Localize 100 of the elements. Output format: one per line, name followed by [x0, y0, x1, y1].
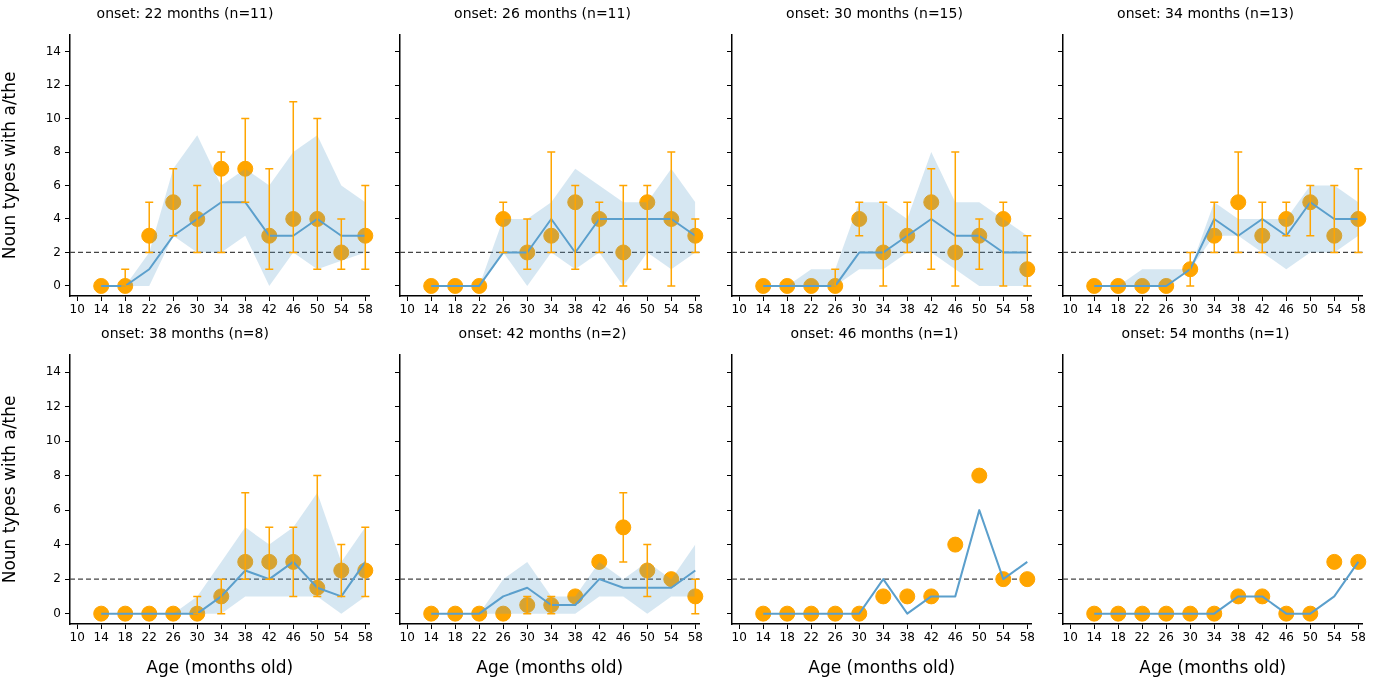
x-tick-label: 30 [519, 630, 535, 645]
x-tick-label: 54 [1326, 630, 1342, 645]
x-axis-title: Age (months old) [146, 657, 294, 678]
chart-title: onset: 26 months (n=11) [454, 5, 631, 22]
x-tick-label: 30 [1182, 630, 1198, 645]
x-tick-label: 22 [803, 302, 819, 317]
y-tick-label: 14 [45, 43, 61, 58]
x-tick-label: 58 [687, 630, 703, 645]
x-tick-label: 38 [567, 302, 583, 317]
x-tick-label: 58 [1019, 630, 1035, 645]
x-tick-label: 18 [779, 302, 795, 317]
x-axis-title: Age (months old) [1139, 657, 1287, 678]
x-tick-label: 10 [731, 302, 747, 317]
x-tick-label: 42 [591, 302, 607, 317]
y-tick-label: 4 [53, 211, 61, 226]
x-tick-label: 22 [471, 302, 487, 317]
x-tick-label: 34 [875, 302, 891, 317]
x-tick-label: 54 [1326, 302, 1342, 317]
x-tick-label: 10 [69, 630, 85, 645]
x-tick-label: 58 [1019, 302, 1035, 317]
x-tick-label: 54 [663, 302, 679, 317]
x-tick-label: 46 [615, 302, 631, 317]
x-tick-label: 42 [261, 302, 277, 317]
x-tick-label: 50 [639, 630, 655, 645]
chart-title: onset: 22 months (n=11) [96, 5, 274, 22]
chart-title: onset: 38 months (n=8) [101, 325, 269, 342]
x-tick-label: 14 [93, 630, 109, 645]
x-tick-label: 46 [285, 630, 301, 645]
x-tick-label: 50 [1302, 302, 1318, 317]
x-tick-label: 26 [1158, 302, 1174, 317]
x-tick-label: 18 [1110, 630, 1126, 645]
x-tick-label: 38 [567, 630, 583, 645]
x-tick-label: 30 [519, 302, 535, 317]
x-tick-label: 30 [1182, 302, 1198, 317]
x-tick-label: 22 [1134, 302, 1150, 317]
x-tick-label: 38 [899, 302, 915, 317]
x-tick-label: 46 [947, 302, 963, 317]
x-tick-label: 14 [423, 302, 439, 317]
x-tick-label: 42 [923, 630, 939, 645]
chart-title: onset: 46 months (n=1) [790, 325, 958, 342]
x-tick-label: 14 [1086, 630, 1102, 645]
x-tick-label: 38 [1230, 630, 1246, 645]
x-tick-label: 30 [189, 630, 205, 645]
y-tick-label: 6 [53, 502, 61, 517]
x-tick-label: 54 [663, 630, 679, 645]
y-tick-label: 4 [53, 536, 61, 551]
y-tick-label: 2 [53, 244, 61, 259]
x-tick-label: 14 [1086, 302, 1102, 317]
x-tick-label: 22 [803, 630, 819, 645]
x-tick-label: 14 [93, 302, 109, 317]
y-tick-label: 0 [53, 605, 61, 620]
x-tick-label: 18 [779, 630, 795, 645]
x-tick-label: 26 [1158, 630, 1174, 645]
x-tick-label: 18 [117, 302, 133, 317]
y-axis-title: Noun types with a/the [0, 71, 19, 260]
chart-title: onset: 54 months (n=1) [1121, 325, 1290, 342]
x-tick-label: 10 [1062, 630, 1078, 645]
x-tick-label: 58 [687, 302, 703, 317]
x-tick-label: 38 [899, 630, 915, 645]
x-tick-label: 10 [399, 630, 415, 645]
x-tick-label: 46 [615, 630, 631, 645]
x-tick-label: 30 [851, 302, 867, 317]
x-tick-label: 34 [875, 630, 891, 645]
y-tick-label: 10 [45, 110, 61, 125]
x-tick-label: 18 [447, 302, 463, 317]
y-tick-label: 10 [45, 433, 61, 448]
x-tick-label: 30 [189, 302, 205, 317]
x-tick-label: 26 [165, 630, 181, 645]
x-tick-label: 34 [543, 630, 559, 645]
x-tick-label: 18 [117, 630, 133, 645]
x-tick-label: 38 [1230, 302, 1246, 317]
x-tick-label: 34 [543, 302, 559, 317]
x-tick-label: 26 [827, 302, 843, 317]
x-tick-label: 22 [141, 302, 157, 317]
x-tick-label: 50 [1302, 630, 1318, 645]
x-tick-label: 50 [971, 302, 987, 317]
x-tick-label: 42 [923, 302, 939, 317]
x-tick-label: 18 [447, 630, 463, 645]
x-tick-label: 30 [851, 630, 867, 645]
chart-title: onset: 42 months (n=2) [458, 325, 627, 342]
x-tick-label: 50 [639, 302, 655, 317]
x-tick-label: 46 [285, 302, 301, 317]
x-tick-label: 54 [995, 302, 1011, 317]
y-tick-label: 2 [53, 571, 61, 586]
x-tick-label: 10 [69, 302, 85, 317]
x-tick-label: 26 [165, 302, 181, 317]
chart-title: onset: 30 months (n=15) [785, 5, 963, 22]
x-tick-label: 58 [357, 302, 373, 317]
y-tick-label: 12 [45, 398, 61, 413]
x-tick-label: 58 [1350, 302, 1366, 317]
y-tick-label: 6 [53, 177, 61, 192]
y-tick-label: 8 [53, 467, 61, 482]
x-tick-label: 14 [755, 302, 771, 317]
x-tick-label: 14 [755, 630, 771, 645]
x-tick-label: 22 [1134, 630, 1150, 645]
x-axis-title: Age (months old) [476, 657, 624, 678]
y-axis-title: Noun types with a/the [0, 395, 19, 584]
x-tick-label: 34 [1206, 302, 1222, 317]
x-tick-label: 26 [827, 630, 843, 645]
y-tick-label: 12 [45, 77, 61, 92]
